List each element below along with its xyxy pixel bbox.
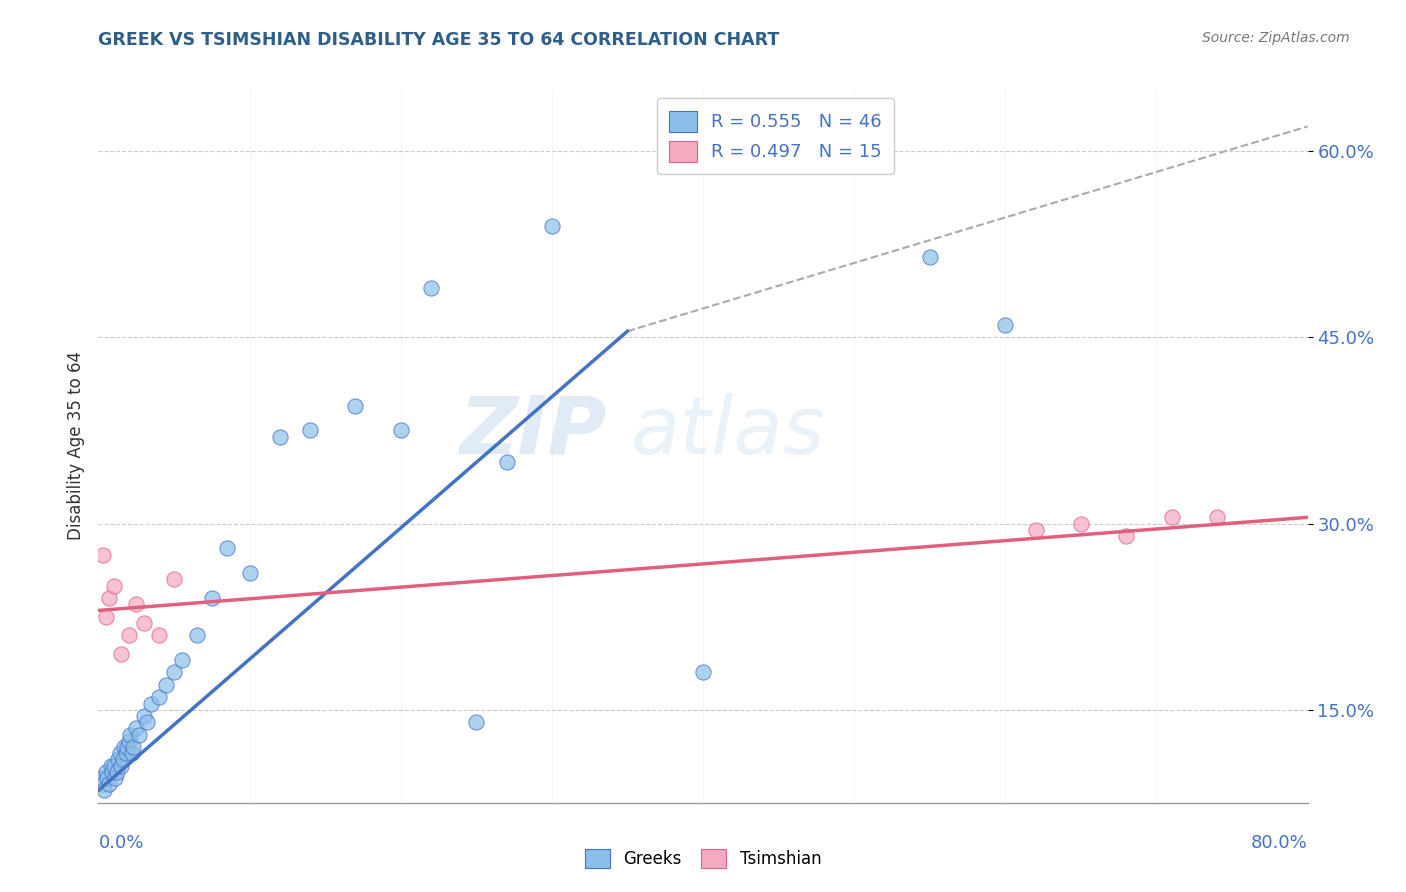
Point xyxy=(299,424,322,438)
Point xyxy=(918,250,941,264)
Point xyxy=(344,399,367,413)
Point xyxy=(115,739,138,754)
Point xyxy=(170,653,193,667)
Point xyxy=(94,764,117,779)
Legend: Greeks, Tsimshian: Greeks, Tsimshian xyxy=(578,842,828,875)
Point xyxy=(540,219,562,233)
Text: atlas: atlas xyxy=(630,392,825,471)
Point xyxy=(122,739,145,754)
Point xyxy=(118,628,141,642)
Point xyxy=(148,628,170,642)
Point xyxy=(114,746,136,760)
Point xyxy=(163,665,186,680)
Point xyxy=(128,727,150,741)
Point xyxy=(103,579,125,593)
Point xyxy=(141,697,163,711)
Y-axis label: Disability Age 35 to 64: Disability Age 35 to 64 xyxy=(66,351,84,541)
Point xyxy=(91,548,114,562)
Point xyxy=(1206,510,1229,524)
Point xyxy=(465,715,488,730)
Point xyxy=(118,733,141,747)
Point xyxy=(1024,523,1046,537)
Text: ZIP: ZIP xyxy=(458,392,606,471)
Point xyxy=(103,758,125,772)
Point xyxy=(96,771,118,785)
Point xyxy=(120,727,142,741)
Point xyxy=(111,752,134,766)
Point xyxy=(125,597,148,611)
Point xyxy=(125,722,148,736)
Point xyxy=(98,777,121,791)
Point xyxy=(121,746,143,760)
Point xyxy=(108,746,131,760)
Point xyxy=(112,739,135,754)
Point xyxy=(135,715,157,730)
Text: GREEK VS TSIMSHIAN DISABILITY AGE 35 TO 64 CORRELATION CHART: GREEK VS TSIMSHIAN DISABILITY AGE 35 TO … xyxy=(98,31,780,49)
Point xyxy=(215,541,238,556)
Point xyxy=(239,566,262,581)
Point xyxy=(692,665,714,680)
Point xyxy=(1115,529,1137,543)
Point xyxy=(90,771,112,785)
Point xyxy=(269,430,291,444)
Point xyxy=(100,758,122,772)
Point xyxy=(98,591,121,605)
Point xyxy=(389,424,412,438)
Point xyxy=(101,764,124,779)
Point xyxy=(186,628,208,642)
Point xyxy=(420,281,443,295)
Point xyxy=(148,690,170,705)
Legend: R = 0.555   N = 46, R = 0.497   N = 15: R = 0.555 N = 46, R = 0.497 N = 15 xyxy=(657,98,894,174)
Point xyxy=(132,709,155,723)
Point xyxy=(104,771,127,785)
Point xyxy=(94,609,117,624)
Point xyxy=(132,615,155,630)
Point xyxy=(110,758,132,772)
Point xyxy=(110,647,132,661)
Text: Source: ZipAtlas.com: Source: ZipAtlas.com xyxy=(1202,31,1350,45)
Point xyxy=(1160,510,1182,524)
Text: 0.0%: 0.0% xyxy=(98,834,143,852)
Point xyxy=(163,573,186,587)
Point xyxy=(155,678,177,692)
Point xyxy=(994,318,1017,332)
Point xyxy=(1070,516,1092,531)
Point xyxy=(495,454,517,468)
Point xyxy=(105,764,128,779)
Point xyxy=(91,777,114,791)
Point xyxy=(201,591,224,605)
Text: 80.0%: 80.0% xyxy=(1251,834,1308,852)
Point xyxy=(93,783,115,797)
Point xyxy=(107,752,129,766)
